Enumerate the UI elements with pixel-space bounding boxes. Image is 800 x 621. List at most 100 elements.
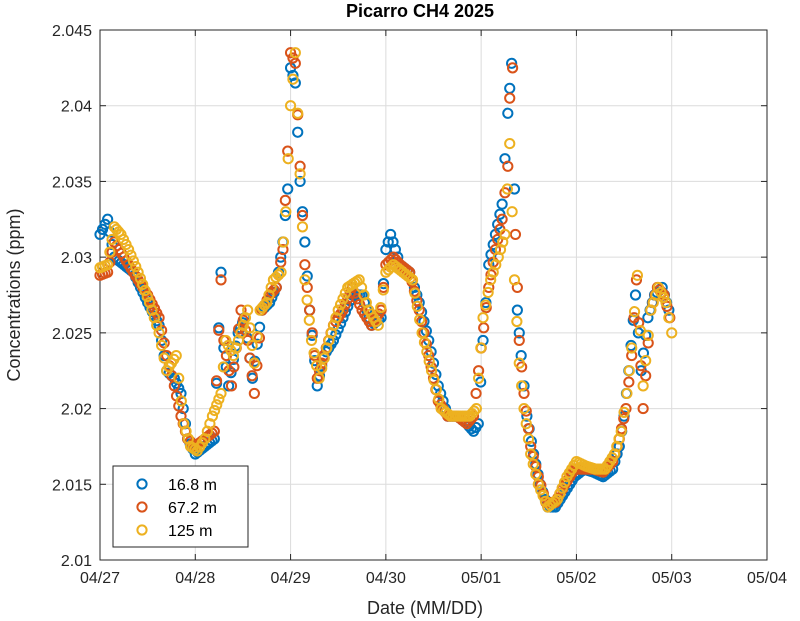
data-point [501,183,513,195]
legend-label-16-8: 16.8 m [168,477,217,494]
data-point [299,259,311,271]
data-point [244,322,256,334]
data-point [496,213,508,225]
data-point [258,299,271,311]
data-point [608,448,621,460]
data-point [287,73,299,85]
y-tick-label: 2.025 [52,326,92,343]
data-point [251,360,263,372]
data-point [409,287,421,299]
data-point [261,296,273,309]
data-point [284,100,297,112]
data-point [642,329,654,341]
data-point [127,255,139,267]
data-point [170,349,182,362]
data-point [325,327,337,339]
data-point [377,278,390,290]
data-point [213,324,225,336]
y-tick-label: 2.03 [61,250,92,267]
data-point [618,413,630,425]
data-point [499,228,511,241]
data-point [473,365,485,377]
y-tick-label: 2.01 [61,553,92,570]
data-point [666,327,678,339]
data-point [497,236,509,248]
data-point [277,243,289,256]
data-point [210,375,223,387]
data-point [502,160,514,172]
data-point [156,339,168,352]
data-point [479,299,492,311]
data-point [306,327,318,339]
data-point [237,314,249,326]
data-point [513,334,525,347]
data-point [153,327,165,339]
data-point [215,266,227,278]
data-point [637,380,649,392]
data-point [525,435,537,447]
data-point [511,304,523,316]
x-tick-label: 05/01 [461,570,501,587]
data-point [277,236,290,248]
data-point [532,478,544,490]
data-point [623,376,635,388]
data-point [141,290,153,303]
data-point [629,289,642,301]
plot-frame [99,29,768,561]
data-point [294,168,306,180]
data-point [630,274,643,286]
data-point [104,246,116,258]
data-point [122,243,135,256]
data-point [305,334,318,347]
data-point [225,367,237,379]
data-point [404,272,416,284]
data-point [265,281,277,294]
data-point [323,334,335,347]
legend: 16.8 m 67.2 m 125 m [112,465,249,548]
data-point [284,47,297,59]
data-point [211,399,223,411]
data-point [508,274,521,286]
data-point [294,160,306,172]
data-point [275,251,287,263]
y-tick-label: 2.015 [52,477,92,494]
data-point [296,209,309,222]
data-point [513,327,525,339]
data-point [246,339,258,352]
x-tick-label: 05/04 [747,570,787,587]
data-point [535,484,547,496]
data-point [631,269,644,281]
data-point [475,342,487,354]
chart-title: Picarro CH4 2025 [346,1,494,21]
data-point [518,402,530,415]
data-point [272,269,285,281]
y-tick-label: 2.02 [61,402,92,419]
data-point [175,395,187,407]
data-point [613,433,625,445]
x-tick-label: 04/29 [271,570,311,587]
data-point [634,324,646,337]
data-point [477,312,489,324]
data-point [125,249,137,261]
data-point [217,361,229,373]
data-point [280,206,292,218]
x-tick-label: 04/28 [175,570,215,587]
data-point [494,243,507,256]
legend-marker-125 [136,524,148,536]
data-point [139,284,151,297]
data-point [506,62,519,74]
data-point [282,145,294,157]
data-point [313,372,325,384]
data-point [279,194,291,206]
data-point [251,338,263,350]
data-point [275,266,287,278]
x-axis-label: Date (MM/DD) [367,598,483,618]
data-point [502,107,514,119]
data-point [339,298,351,311]
data-point [633,317,645,329]
data-point [237,319,249,331]
data-point [328,319,340,331]
data-point [292,126,304,138]
data-point [549,495,561,507]
data-point [525,440,537,453]
